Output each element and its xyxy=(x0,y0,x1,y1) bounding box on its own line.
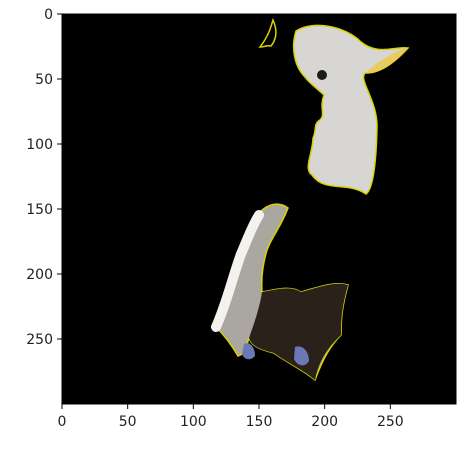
x-tick-label: 250 xyxy=(377,414,404,430)
y-tick-label: 200 xyxy=(26,267,53,283)
y-tick-label: 0 xyxy=(44,7,53,23)
y-tick-label: 100 xyxy=(26,137,53,153)
y-tick-label: 250 xyxy=(26,332,53,348)
x-tick-label: 100 xyxy=(180,414,207,430)
x-tick-label: 150 xyxy=(246,414,273,430)
x-tick-label: 50 xyxy=(119,414,137,430)
x-tick-label: 200 xyxy=(311,414,338,430)
y-tick-label: 150 xyxy=(26,202,53,218)
x-tick-label: 0 xyxy=(58,414,67,430)
y-tick-label: 50 xyxy=(35,72,53,88)
